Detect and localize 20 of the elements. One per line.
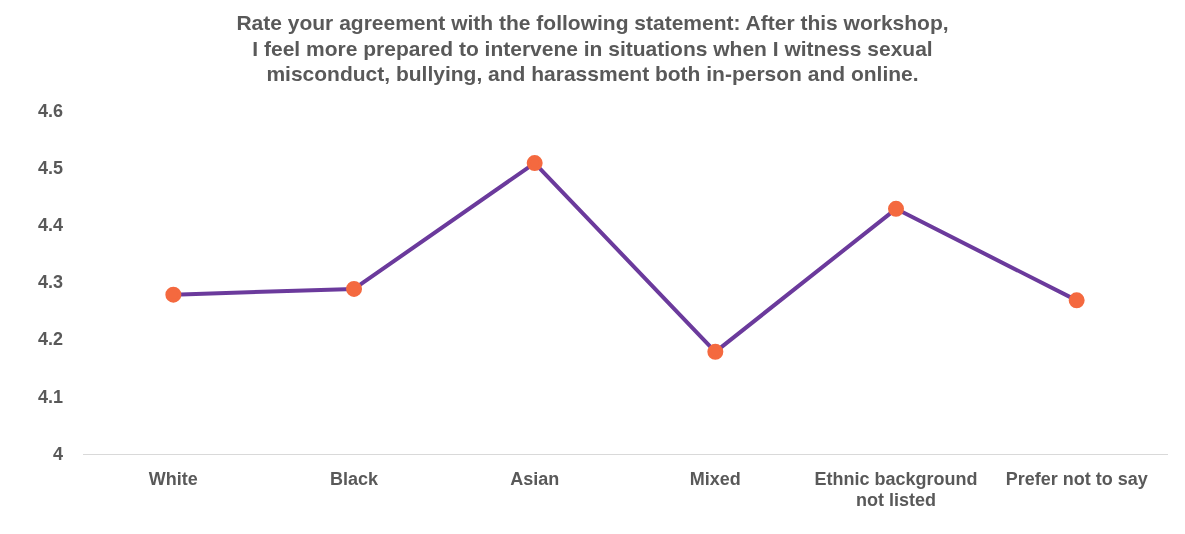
x-tick-label: White xyxy=(148,468,198,489)
point xyxy=(1068,292,1085,309)
y-tick-label: 4.3 xyxy=(37,272,64,293)
y-tick-label: 4.6 xyxy=(37,100,64,121)
y-tick-label: 4.1 xyxy=(37,386,64,407)
point xyxy=(707,343,724,360)
point xyxy=(346,280,363,297)
y-tick-label: 4.4 xyxy=(37,214,64,235)
y-tick-label: 4.2 xyxy=(37,329,64,350)
x-tick-label: Mixed xyxy=(689,468,741,489)
x-tick-label: Asian xyxy=(510,468,560,489)
point xyxy=(526,155,543,172)
chart-title: Rate your agreement with the following statement: After this workshop, I feel more prepared to intervene in situations when I witness sexual misconduct, bullying, and harassment both in-person and online. xyxy=(236,11,949,85)
x-tick-label: Black xyxy=(329,468,380,489)
point xyxy=(888,200,905,217)
y-tick-label: 4.5 xyxy=(37,157,64,178)
y-tick-label: 4 xyxy=(53,443,64,464)
point xyxy=(165,286,182,303)
x-tick-label: Ethnic background not listed xyxy=(814,468,978,511)
x-tick-label: Prefer not to say xyxy=(1005,468,1148,489)
